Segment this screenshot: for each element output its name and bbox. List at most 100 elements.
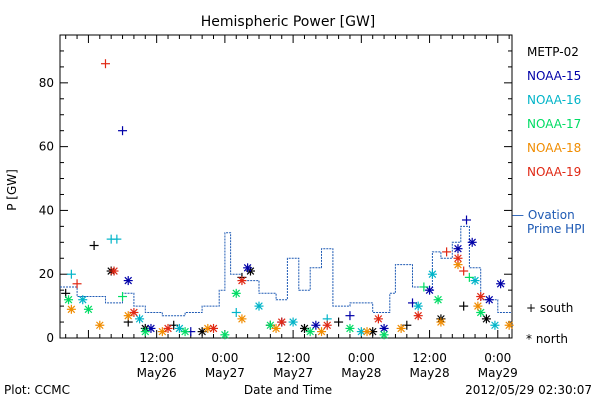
y-tick-label: 0 <box>46 331 54 345</box>
data-point-north <box>271 323 281 333</box>
data-point-south <box>464 272 474 282</box>
data-point-north <box>305 327 315 337</box>
x-tick-label-date: May26 <box>137 366 177 380</box>
legend: METP-02 NOAA-15 NOAA-16 NOAA-17 NOAA-18 NOAA-… <box>512 45 585 346</box>
data-point-south <box>66 269 76 279</box>
data-point-north <box>78 295 88 305</box>
data-point-north <box>322 320 332 330</box>
data-point-north <box>453 260 463 270</box>
data-point-south <box>231 307 241 317</box>
data-point-south <box>459 266 469 276</box>
x-tick-label-time: 0:00 <box>484 351 511 365</box>
data-point-north <box>317 327 327 337</box>
data-point-north <box>157 327 167 337</box>
y-tick-label: 40 <box>39 203 54 217</box>
data-point-south <box>419 282 429 292</box>
data-point-south <box>100 59 110 69</box>
x-tick-label-date: May27 <box>273 366 313 380</box>
y-axis-label: P [GW] <box>5 169 19 211</box>
data-point-north <box>453 244 463 254</box>
data-point-north <box>453 253 463 263</box>
x-tick-label-time: 12:00 <box>412 351 447 365</box>
data-point-north <box>467 237 477 247</box>
data-point-south <box>442 247 452 257</box>
data-point-north <box>174 323 184 333</box>
data-point-north <box>427 269 437 279</box>
data-point-north <box>368 327 378 337</box>
data-point-north <box>345 323 355 333</box>
axis-ticks: 02040608012:00May260:00May2712:00May270:… <box>39 34 518 380</box>
data-point-north <box>373 314 383 324</box>
data-point-north <box>209 323 219 333</box>
data-point-south <box>459 301 469 311</box>
data-point-south <box>118 126 128 136</box>
data-point-north <box>129 307 139 317</box>
legend-entry: NOAA-17 <box>527 117 581 131</box>
x-axis-label: Date and Time <box>244 383 332 397</box>
legend-symbol-south: + south <box>526 301 573 315</box>
data-point-south <box>462 215 472 225</box>
y-tick-label: 80 <box>39 76 54 90</box>
data-point-south <box>334 317 344 327</box>
y-tick-label: 60 <box>39 140 54 154</box>
data-point-south <box>72 279 82 289</box>
legend-entry: NOAA-16 <box>527 93 581 107</box>
x-tick-label-date: May28 <box>410 366 450 380</box>
data-point-south <box>118 292 128 302</box>
data-point-north <box>362 327 372 337</box>
data-point-north <box>396 323 406 333</box>
data-point-north <box>476 292 486 302</box>
data-point-north <box>109 266 119 276</box>
data-point-north <box>64 295 74 305</box>
data-point-north <box>504 320 514 330</box>
data-point-north <box>473 301 483 311</box>
legend-entry: NOAA-19 <box>527 165 581 179</box>
data-point-north <box>254 301 264 311</box>
data-point-north <box>433 295 443 305</box>
x-tick-label-date: May29 <box>478 366 518 380</box>
data-point-north <box>146 323 156 333</box>
data-point-north <box>481 314 491 324</box>
x-tick-label-time: 12:00 <box>139 351 174 365</box>
plot-frame <box>59 34 513 339</box>
x-tick-label-time: 0:00 <box>348 351 375 365</box>
data-point-north <box>180 327 190 337</box>
legend-entry-ovation: — Ovation <box>512 208 575 222</box>
data-point-north <box>83 304 93 314</box>
legend-symbol-north: * north <box>526 332 568 346</box>
hpi-series-line <box>60 225 512 317</box>
ovation-hpi-line <box>60 225 512 317</box>
data-points <box>61 59 514 340</box>
legend-entry: NOAA-18 <box>527 141 581 155</box>
data-point-north <box>470 276 480 286</box>
plot-timestamp: 2012/05/29 02:30:07 <box>465 383 592 397</box>
data-point-north <box>237 276 247 286</box>
data-point-north <box>277 317 287 327</box>
data-point-north <box>140 327 150 337</box>
x-tick-label-time: 0:00 <box>211 351 238 365</box>
data-point-north <box>237 314 247 324</box>
x-tick-label-time: 12:00 <box>276 351 311 365</box>
axes <box>59 34 513 339</box>
data-point-north <box>95 320 105 330</box>
data-point-north <box>484 295 494 305</box>
plot-credit: Plot: CCMC <box>4 383 70 397</box>
data-point-south <box>345 311 355 321</box>
data-point-north <box>496 279 506 289</box>
legend-entry-ovation-cont: Prime HPI <box>527 222 585 236</box>
x-tick-label-date: May27 <box>205 366 245 380</box>
data-point-north <box>490 320 500 330</box>
chart-title: Hemispheric Power [GW] <box>201 14 376 30</box>
data-point-north <box>220 330 230 340</box>
data-point-north <box>425 285 435 295</box>
data-point-north <box>66 304 76 314</box>
y-tick-label: 20 <box>39 267 54 281</box>
data-point-north <box>231 288 241 298</box>
data-point-north <box>379 330 389 340</box>
data-point-north <box>311 320 321 330</box>
data-point-north <box>413 311 423 321</box>
data-point-north <box>135 314 145 324</box>
data-point-north <box>163 323 173 333</box>
x-tick-label-date: May28 <box>341 366 381 380</box>
